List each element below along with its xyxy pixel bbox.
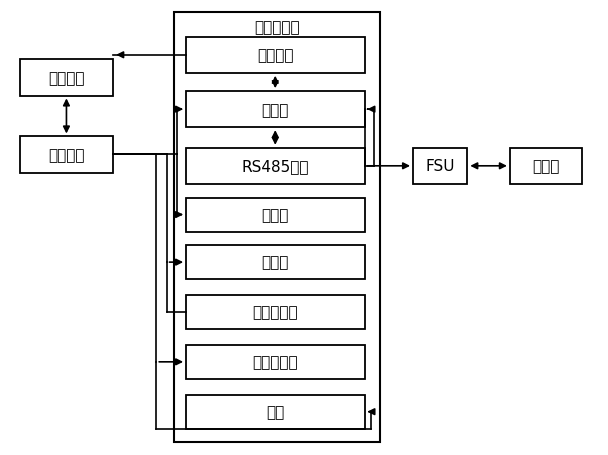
Text: 锁舌传感器: 锁舌传感器 [252, 305, 298, 320]
Text: 钥匙传感器: 钥匙传感器 [252, 354, 298, 369]
Text: 移动终端: 移动终端 [48, 71, 85, 86]
Bar [19, 60, 113, 96]
Bar [186, 92, 365, 128]
Text: 蜂鸣器: 蜂鸣器 [261, 207, 289, 222]
Text: 智能电子锁: 智能电子锁 [254, 20, 300, 35]
Bar [186, 345, 365, 379]
Bar [186, 148, 365, 185]
Bar [186, 295, 365, 329]
Bar [186, 246, 365, 279]
Text: 主控板: 主控板 [261, 102, 289, 117]
Text: FSU: FSU [426, 159, 455, 174]
Bar [413, 148, 468, 185]
Text: 服务器: 服务器 [533, 159, 560, 174]
Bar [186, 38, 365, 74]
Bar [174, 13, 379, 442]
Bar [19, 137, 113, 173]
Bar [186, 395, 365, 429]
Bar [510, 148, 582, 185]
Text: 指示灯: 指示灯 [261, 255, 289, 270]
Text: 电子钥匙: 电子钥匙 [48, 148, 85, 162]
Text: 蓝牙芯片: 蓝牙芯片 [257, 48, 294, 63]
Text: 门磁: 门磁 [266, 404, 285, 419]
Bar [186, 198, 365, 232]
Text: RS485接口: RS485接口 [241, 159, 309, 174]
